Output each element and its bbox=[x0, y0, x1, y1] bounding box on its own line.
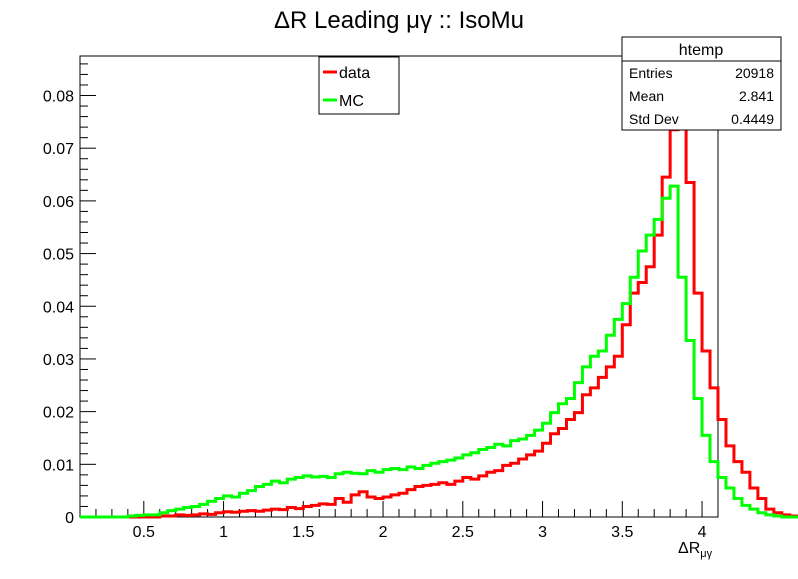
stats-stddev-label: Std Dev bbox=[629, 111, 679, 127]
x-tick-label: 0.5 bbox=[133, 524, 155, 541]
legend-label-mc: MC bbox=[339, 93, 364, 110]
legend: data MC bbox=[318, 56, 400, 115]
x-tick-label: 1.5 bbox=[292, 524, 314, 541]
x-axis-label: ΔRμγ bbox=[678, 540, 713, 560]
stats-box-frame bbox=[621, 36, 782, 131]
stats-stddev-value: 0.4449 bbox=[731, 111, 774, 127]
legend-label-data: data bbox=[339, 65, 370, 82]
series-line-data bbox=[80, 75, 798, 519]
stats-box-title: htemp bbox=[679, 42, 724, 59]
y-tick-label: 0.04 bbox=[43, 299, 74, 316]
x-tick-label: 1 bbox=[219, 524, 228, 541]
x-tick-label: 3.5 bbox=[611, 524, 633, 541]
x-tick-label: 2.5 bbox=[452, 524, 474, 541]
x-axis: 0.5 1 1.5 2 2.5 3 3.5 4 bbox=[79, 501, 719, 541]
legend-box bbox=[318, 56, 400, 115]
y-tick-label: 0.08 bbox=[43, 89, 74, 106]
series-group bbox=[80, 75, 798, 519]
series-line-mc bbox=[80, 184, 798, 519]
stats-box: htemp Entries 20918 Mean 2.841 Std Dev 0… bbox=[621, 36, 782, 131]
stats-entries-label: Entries bbox=[629, 65, 673, 81]
stats-mean-label: Mean bbox=[629, 88, 664, 104]
y-axis: 0 0.01 0.02 0.03 0.04 0.05 0.06 0.07 0.08 bbox=[43, 63, 96, 527]
y-tick-label: 0.06 bbox=[43, 194, 74, 211]
x-tick-label: 3 bbox=[538, 524, 547, 541]
y-tick-label: 0 bbox=[65, 510, 74, 527]
x-tick-label: 4 bbox=[698, 524, 707, 541]
y-tick-label: 0.02 bbox=[43, 405, 74, 422]
stats-entries-value: 20918 bbox=[735, 65, 774, 81]
chart-title: ΔR Leading μγ :: IsoMu bbox=[274, 7, 524, 34]
y-tick-label: 0.03 bbox=[43, 352, 74, 369]
y-tick-label: 0.01 bbox=[43, 457, 74, 474]
y-tick-label: 0.05 bbox=[43, 247, 74, 264]
x-tick-label: 2 bbox=[379, 524, 388, 541]
y-tick-label: 0.07 bbox=[43, 141, 74, 158]
stats-mean-value: 2.841 bbox=[739, 88, 774, 104]
